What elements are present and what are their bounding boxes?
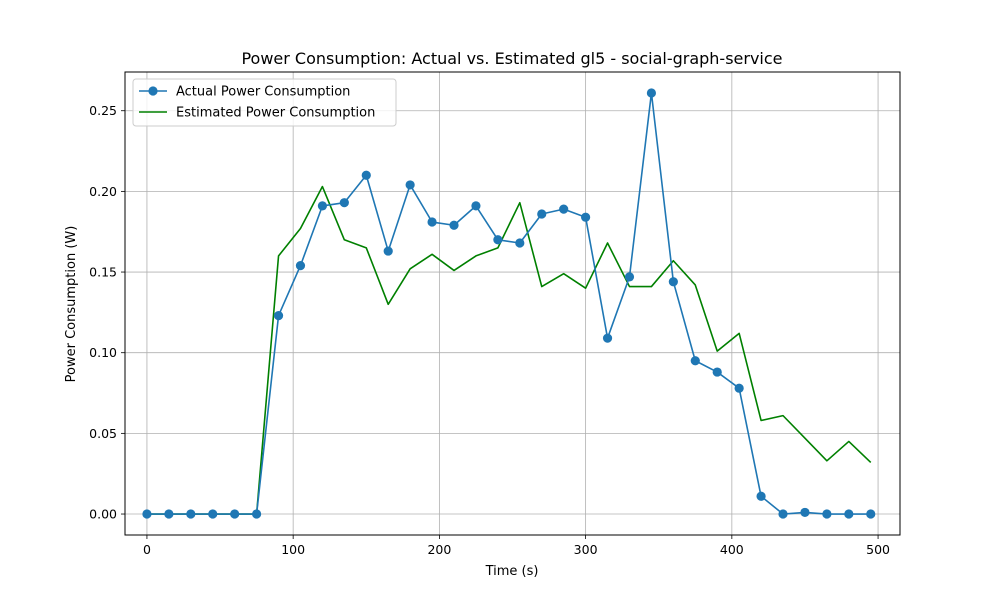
data-point xyxy=(339,198,349,208)
legend-marker xyxy=(148,86,158,96)
y-tick-label: 0.25 xyxy=(89,103,117,118)
data-point xyxy=(734,383,744,393)
y-tick-label: 0.20 xyxy=(89,184,117,199)
legend-label: Estimated Power Consumption xyxy=(176,106,375,121)
data-point xyxy=(361,170,371,180)
data-point xyxy=(515,238,525,248)
data-point xyxy=(449,220,459,230)
data-point xyxy=(844,509,854,519)
plot-series xyxy=(142,88,876,519)
data-point xyxy=(208,509,218,519)
data-point xyxy=(252,509,262,519)
data-point xyxy=(186,509,196,519)
data-point xyxy=(866,509,876,519)
series-line-1 xyxy=(146,185,872,515)
x-tick-label: 100 xyxy=(281,542,305,557)
y-tick-label: 0.00 xyxy=(89,507,117,522)
x-tick-label: 200 xyxy=(427,542,451,557)
data-point xyxy=(756,491,766,501)
data-point xyxy=(317,201,328,211)
data-point xyxy=(471,201,481,211)
chart-title: Power Consumption: Actual vs. Estimated … xyxy=(241,49,782,68)
data-point xyxy=(778,509,788,519)
x-tick-label: 400 xyxy=(720,542,744,557)
data-point xyxy=(800,507,810,518)
y-tick-label: 0.10 xyxy=(89,345,117,360)
data-point xyxy=(712,367,722,377)
data-point xyxy=(230,509,240,519)
series-line-0 xyxy=(146,92,871,515)
legend: Actual Power Consumption Estimated Power … xyxy=(132,78,397,127)
data-point xyxy=(602,333,613,343)
grid xyxy=(125,72,900,535)
x-tick-label: 0 xyxy=(143,542,151,557)
data-point xyxy=(559,204,569,214)
y-tick-label: 0.15 xyxy=(89,265,117,280)
x-axis-label: Time (s) xyxy=(485,564,539,579)
data-point xyxy=(493,235,503,245)
data-point xyxy=(668,277,678,287)
data-point xyxy=(383,246,393,256)
data-point xyxy=(295,260,306,271)
legend-box xyxy=(132,78,397,127)
x-tick-label: 300 xyxy=(574,542,598,557)
data-point xyxy=(690,356,700,366)
data-point xyxy=(142,509,152,519)
y-axis-label: Power Consumption (W) xyxy=(64,226,79,383)
y-tick-label: 0.05 xyxy=(89,426,117,441)
data-point xyxy=(164,509,174,519)
data-point xyxy=(646,88,657,98)
data-point xyxy=(405,180,415,190)
data-point xyxy=(273,310,284,321)
x-tick-label: 500 xyxy=(866,542,890,557)
ticks: 0 100 200 300 400 500 0.00 0.05 0.10 0.15 0.20 0.25 xyxy=(89,103,890,557)
data-point xyxy=(581,212,591,222)
data-point xyxy=(624,272,635,282)
data-point xyxy=(822,509,832,519)
data-point xyxy=(427,217,437,227)
plot-frame xyxy=(124,71,901,536)
data-point xyxy=(537,209,547,219)
legend-label: Actual Power Consumption xyxy=(176,85,350,100)
